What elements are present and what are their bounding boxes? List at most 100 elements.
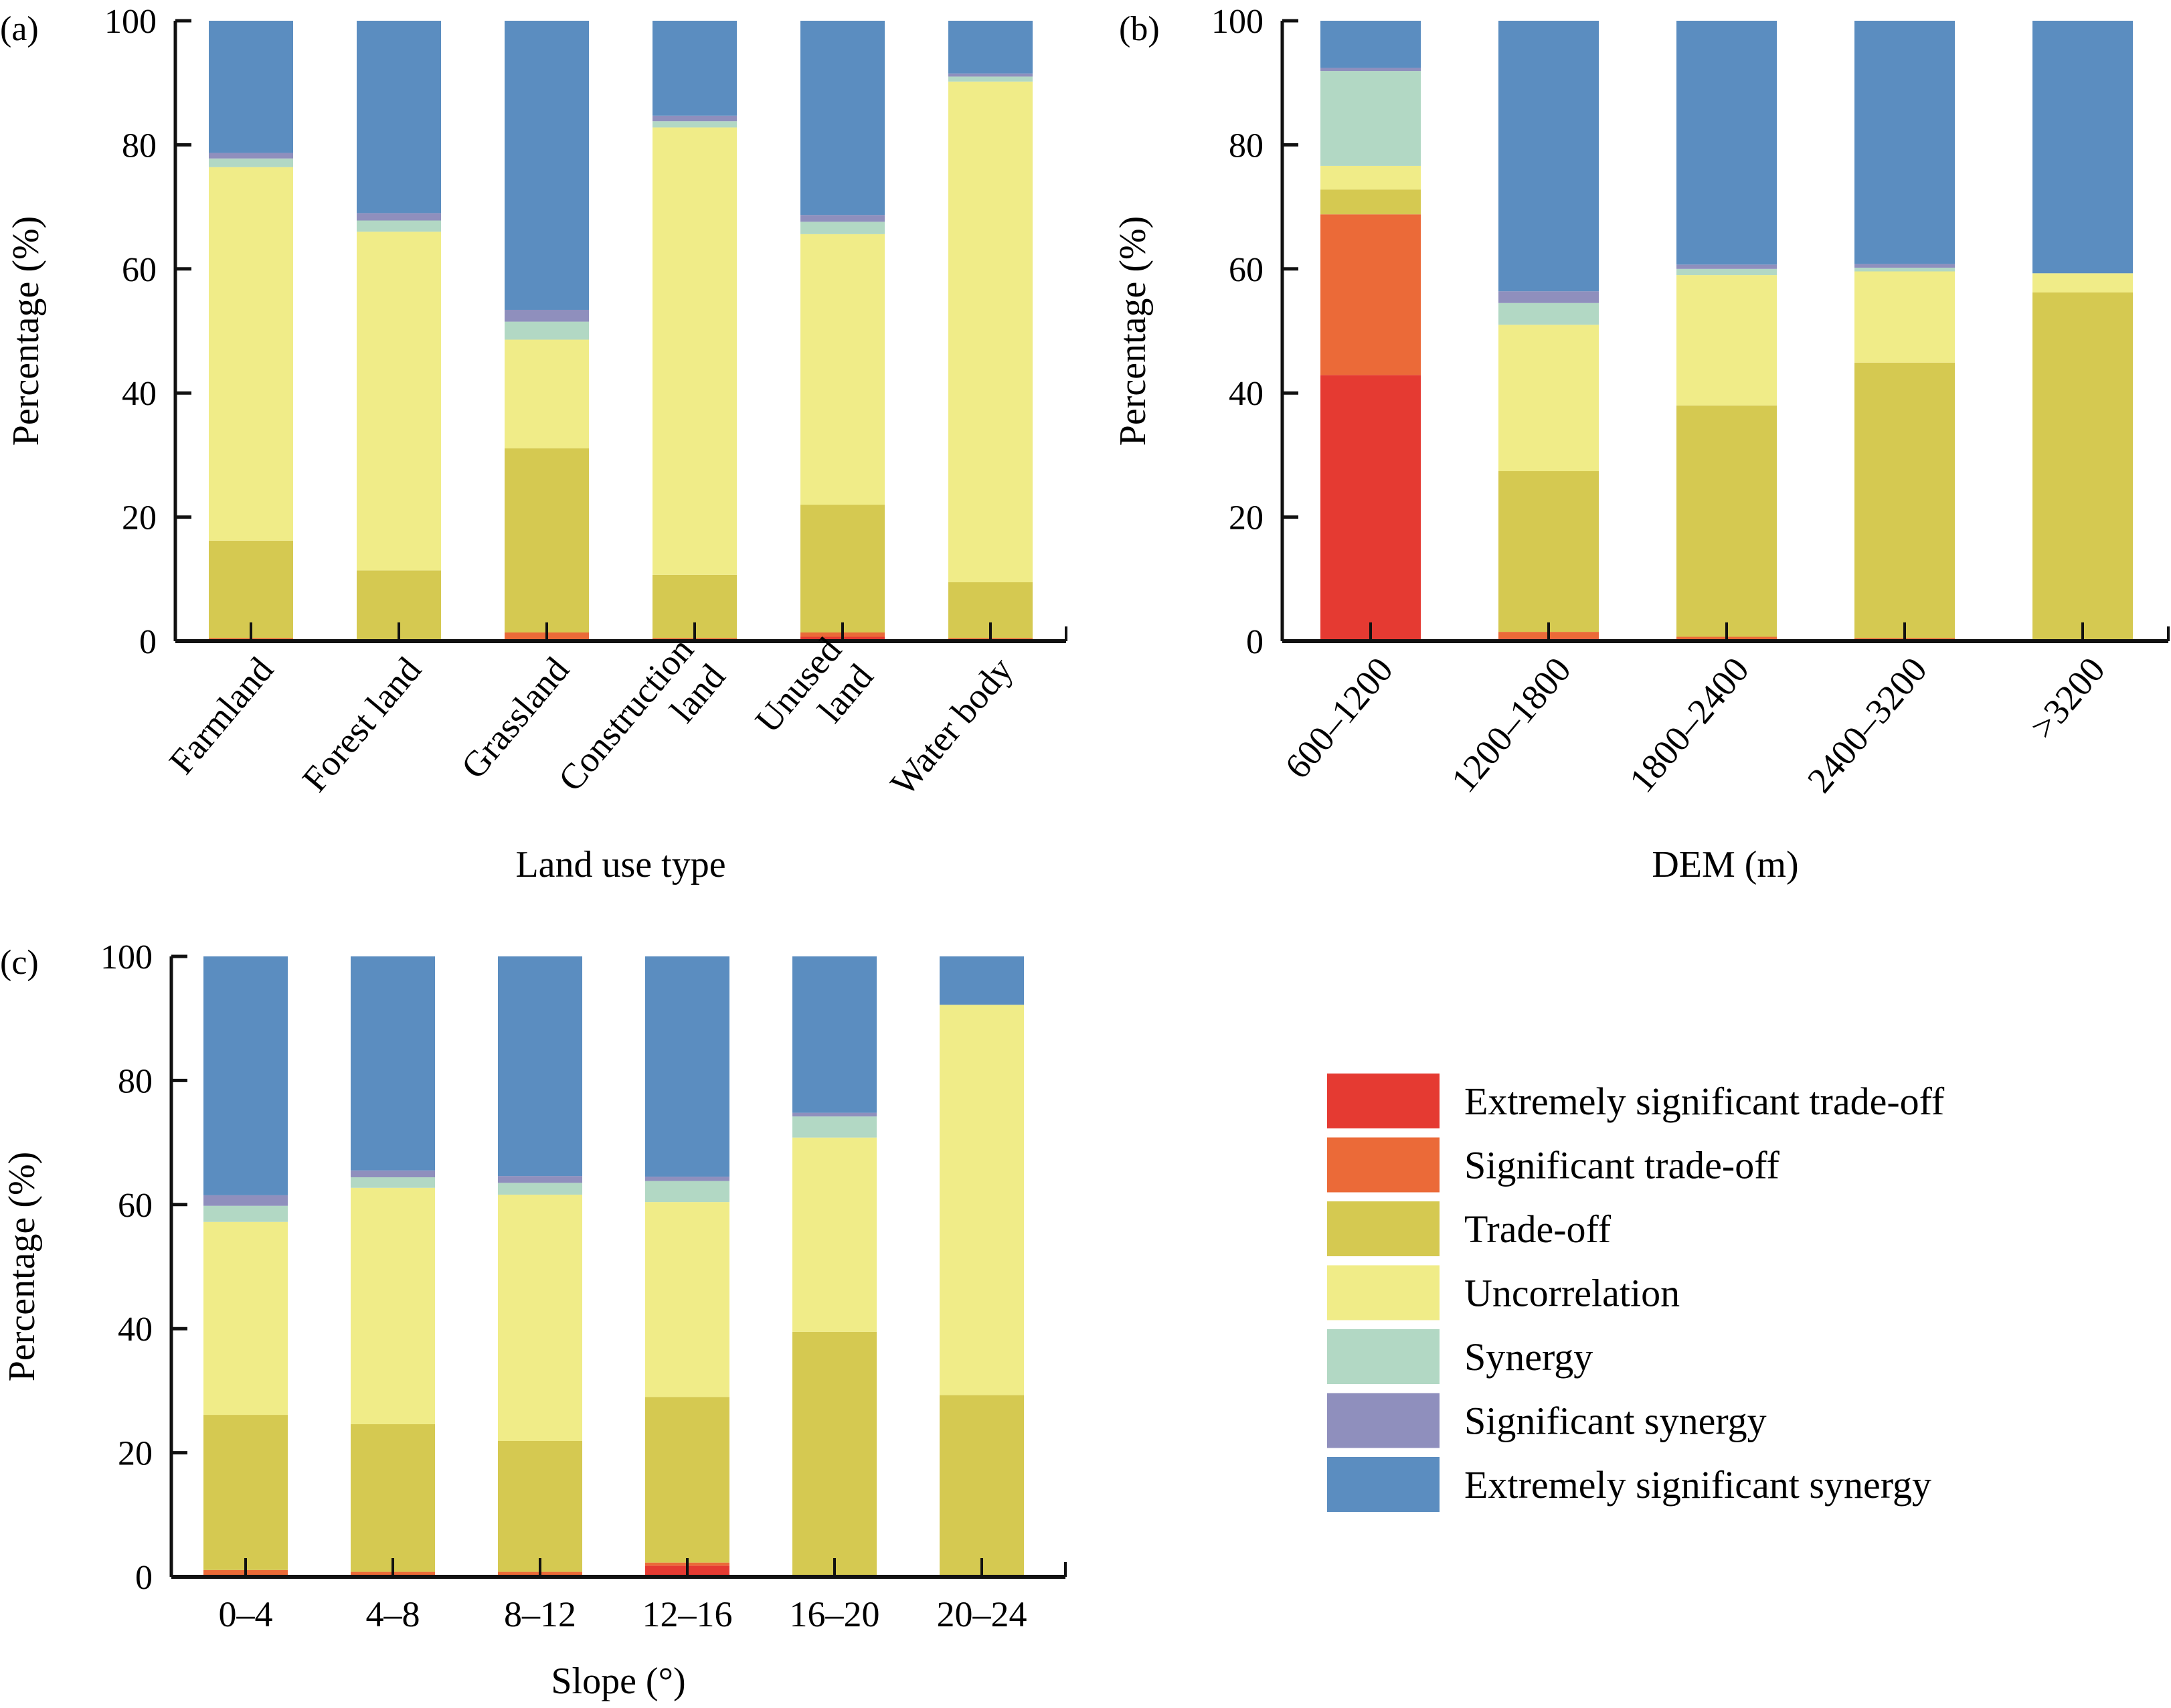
bar-segment-uncorrelation	[1676, 275, 1777, 406]
y-tick-label: 20	[118, 1435, 153, 1473]
bar-segment-synergy	[1854, 267, 1955, 272]
y-tick-label: 40	[118, 1310, 153, 1349]
bar-segment-synergy	[209, 158, 293, 167]
y-tick-label: 0	[1246, 623, 1264, 661]
bar-segment-synergy	[1320, 71, 1421, 166]
bar-segment-significant-synergy	[645, 1177, 729, 1181]
bar-segment-extremely-significant-synergy	[351, 956, 435, 1171]
bar-segment-uncorrelation	[209, 167, 293, 541]
bar-segment-extremely-significant-synergy	[505, 21, 589, 310]
bar-stack	[357, 21, 441, 641]
y-tick-label: 40	[1229, 375, 1264, 413]
bar-segment-extremely-significant-synergy	[800, 21, 885, 216]
x-axis-title: Land use type	[515, 844, 725, 885]
legend-item: Synergy	[1327, 1329, 1593, 1384]
y-tick-label: 100	[1211, 3, 1264, 41]
bar-segment-uncorrelation	[948, 81, 1033, 582]
y-tick-label: 40	[122, 375, 157, 413]
bar-stack	[1498, 21, 1599, 641]
x-tick-label: 16–20	[790, 1594, 880, 1634]
bar-segment-significant-synergy	[209, 153, 293, 159]
bar-segment-extremely-significant-synergy	[792, 956, 877, 1113]
bar-segment-extremely-significant-synergy	[653, 21, 737, 116]
bar-segment-extremely-significant-synergy	[940, 956, 1024, 1005]
x-tick-label: 2400–3200	[1800, 650, 1935, 800]
legend-swatch	[1327, 1265, 1440, 1320]
bar-segment-extremely-significant-synergy	[1854, 21, 1955, 264]
bar-segment-trade-off	[800, 505, 885, 633]
y-tick-label: 20	[1229, 499, 1264, 537]
bar-stack	[505, 21, 589, 641]
legend-label: Uncorrelation	[1464, 1272, 1680, 1315]
legend-label: Significant trade-off	[1464, 1144, 1780, 1187]
y-axis-title: Percentage (%)	[1, 1152, 43, 1382]
panel-label: (c)	[0, 944, 39, 982]
x-tick-label: 1200–1800	[1444, 650, 1579, 800]
bar-segment-uncorrelation	[1498, 325, 1599, 472]
y-tick-label: 20	[122, 499, 157, 537]
bar-stack	[1676, 21, 1777, 641]
bar-segment-synergy	[505, 321, 589, 340]
bar-segment-synergy	[1498, 303, 1599, 325]
x-tick-label: 8–12	[504, 1594, 576, 1634]
bar-segment-significant-synergy	[351, 1170, 435, 1178]
panel-c: 0 20 40 60 80 100 0–4 4–8 8–12 12–16 16–20 20–24 Slo…	[0, 938, 1067, 1702]
legend-label: Extremely significant synergy	[1464, 1463, 1931, 1507]
bar-segment-significant-synergy	[1676, 264, 1777, 269]
bar-segment-trade-off	[498, 1440, 582, 1572]
panel-b: 0 20 40 60 80 100 600–1200 1200–1800 1800–2400 24…	[1112, 3, 2170, 885]
y-tick-label: 80	[118, 1062, 153, 1100]
bar-segment-trade-off	[792, 1331, 877, 1577]
bar-segment-extremely-significant-synergy	[209, 21, 293, 153]
bar-segment-significant-synergy	[1854, 264, 1955, 268]
y-tick-label: 80	[1229, 126, 1264, 165]
bar-stack	[2032, 21, 2133, 641]
bar-segment-uncorrelation	[2032, 273, 2133, 293]
bar-segment-trade-off	[1854, 362, 1955, 638]
x-tick-label-line: 600–1200	[1277, 650, 1401, 786]
x-tick-label: Constructionland	[550, 630, 733, 825]
bar-segment-extremely-significant-synergy	[948, 21, 1033, 74]
x-tick-label: 4–8	[366, 1594, 420, 1634]
bar-segment-trade-off	[645, 1397, 729, 1563]
bar-segment-significant-synergy	[498, 1176, 582, 1183]
bar-segment-uncorrelation	[940, 1005, 1024, 1395]
x-tick-label-line: 1200–1800	[1444, 650, 1579, 800]
x-tick-label: >3200	[2022, 650, 2113, 747]
bar-stack	[948, 21, 1033, 641]
x-tick-label: 0–4	[219, 1594, 273, 1634]
y-axis-title: Percentage (%)	[5, 216, 47, 446]
legend-item: Extremely significant trade-off	[1327, 1074, 1945, 1128]
bar-segment-synergy	[653, 121, 737, 128]
bar-segment-uncorrelation	[1854, 271, 1955, 363]
bar-segment-uncorrelation	[792, 1137, 877, 1332]
legend-swatch	[1327, 1137, 1440, 1193]
bar-segment-extremely-significant-synergy	[1676, 21, 1777, 265]
x-tick-label: 20–24	[937, 1594, 1027, 1634]
legend-item: Significant synergy	[1327, 1393, 1767, 1448]
x-tick-label: 600–1200	[1277, 650, 1401, 786]
bar-segment-extremely-significant-synergy	[1320, 21, 1421, 68]
bar-segment-extremely-significant-synergy	[645, 956, 729, 1177]
y-tick-label: 60	[122, 251, 157, 289]
legend-swatch	[1327, 1393, 1440, 1448]
bar-stack	[1854, 21, 1955, 641]
bar-segment-trade-off	[203, 1415, 288, 1570]
x-tick-label: 12–16	[642, 1594, 733, 1634]
bar-segment-uncorrelation	[351, 1187, 435, 1424]
bar-segment-trade-off	[209, 540, 293, 638]
bar-stack	[645, 956, 729, 1577]
bar-segment-extremely-significant-synergy	[1498, 21, 1599, 292]
x-axis-title: Slope (°)	[551, 1660, 685, 1702]
legend-label: Synergy	[1464, 1335, 1593, 1379]
legend-swatch	[1327, 1457, 1440, 1512]
legend-item: Significant trade-off	[1327, 1137, 1780, 1193]
bar-segment-significant-synergy	[357, 213, 441, 221]
legend-item: Trade-off	[1327, 1201, 1612, 1256]
bar-stack	[940, 956, 1024, 1577]
bar-segment-significant-synergy	[800, 215, 885, 222]
bar-stack	[1320, 21, 1421, 641]
y-tick-label: 0	[139, 623, 157, 661]
bar-segment-significant-trade-off	[1320, 214, 1421, 375]
legend-label: Trade-off	[1464, 1207, 1612, 1251]
